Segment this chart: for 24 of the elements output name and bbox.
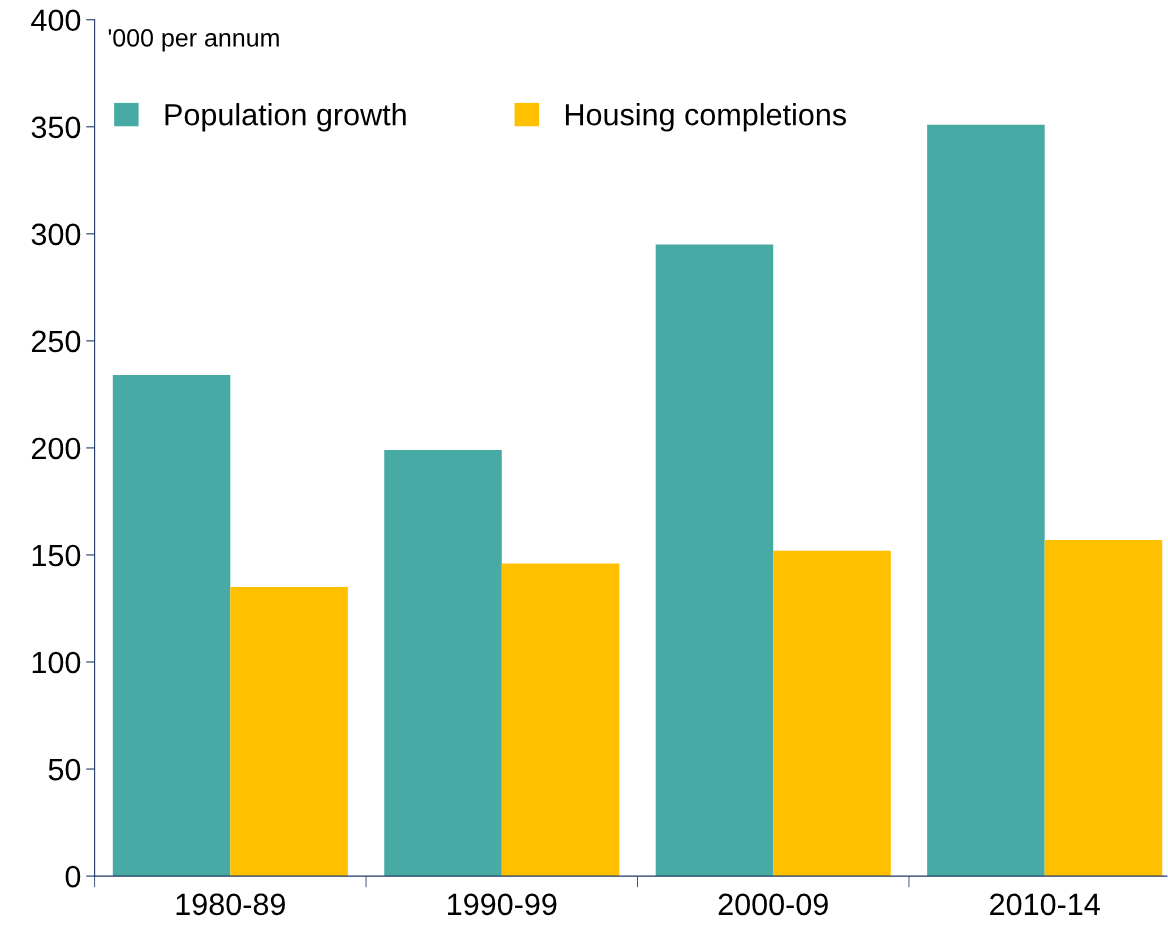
y-tick-label: 250: [31, 330, 81, 353]
y-tick-label: 300: [31, 223, 81, 246]
x-tick-label: 2010-14: [990, 893, 1100, 916]
bar: [230, 587, 348, 877]
y-tick-label: 350: [31, 116, 81, 139]
bar: [112, 375, 231, 877]
y-tick-label: 150: [32, 544, 81, 567]
y-tick-label: 50: [48, 758, 81, 781]
y-tick-label: 100: [32, 651, 81, 674]
bar: [384, 450, 502, 877]
y-axis-title: '000 per annum: [108, 28, 279, 52]
legend-label: Population growth: [165, 103, 406, 132]
y-tick-label: 400: [31, 9, 81, 32]
y-tick-label: 0: [65, 865, 81, 888]
x-tick-label: 1980-89: [176, 893, 285, 916]
y-tick-label: 200: [31, 437, 81, 460]
legend-label: Housing completions: [565, 103, 846, 132]
bar: [501, 563, 620, 877]
bar: [655, 244, 774, 877]
x-tick-label: 2000-09: [718, 893, 828, 916]
x-tick-label: 1990-99: [448, 893, 557, 916]
bar: [1044, 539, 1163, 877]
bar: [927, 124, 1045, 877]
bar: [773, 550, 891, 877]
